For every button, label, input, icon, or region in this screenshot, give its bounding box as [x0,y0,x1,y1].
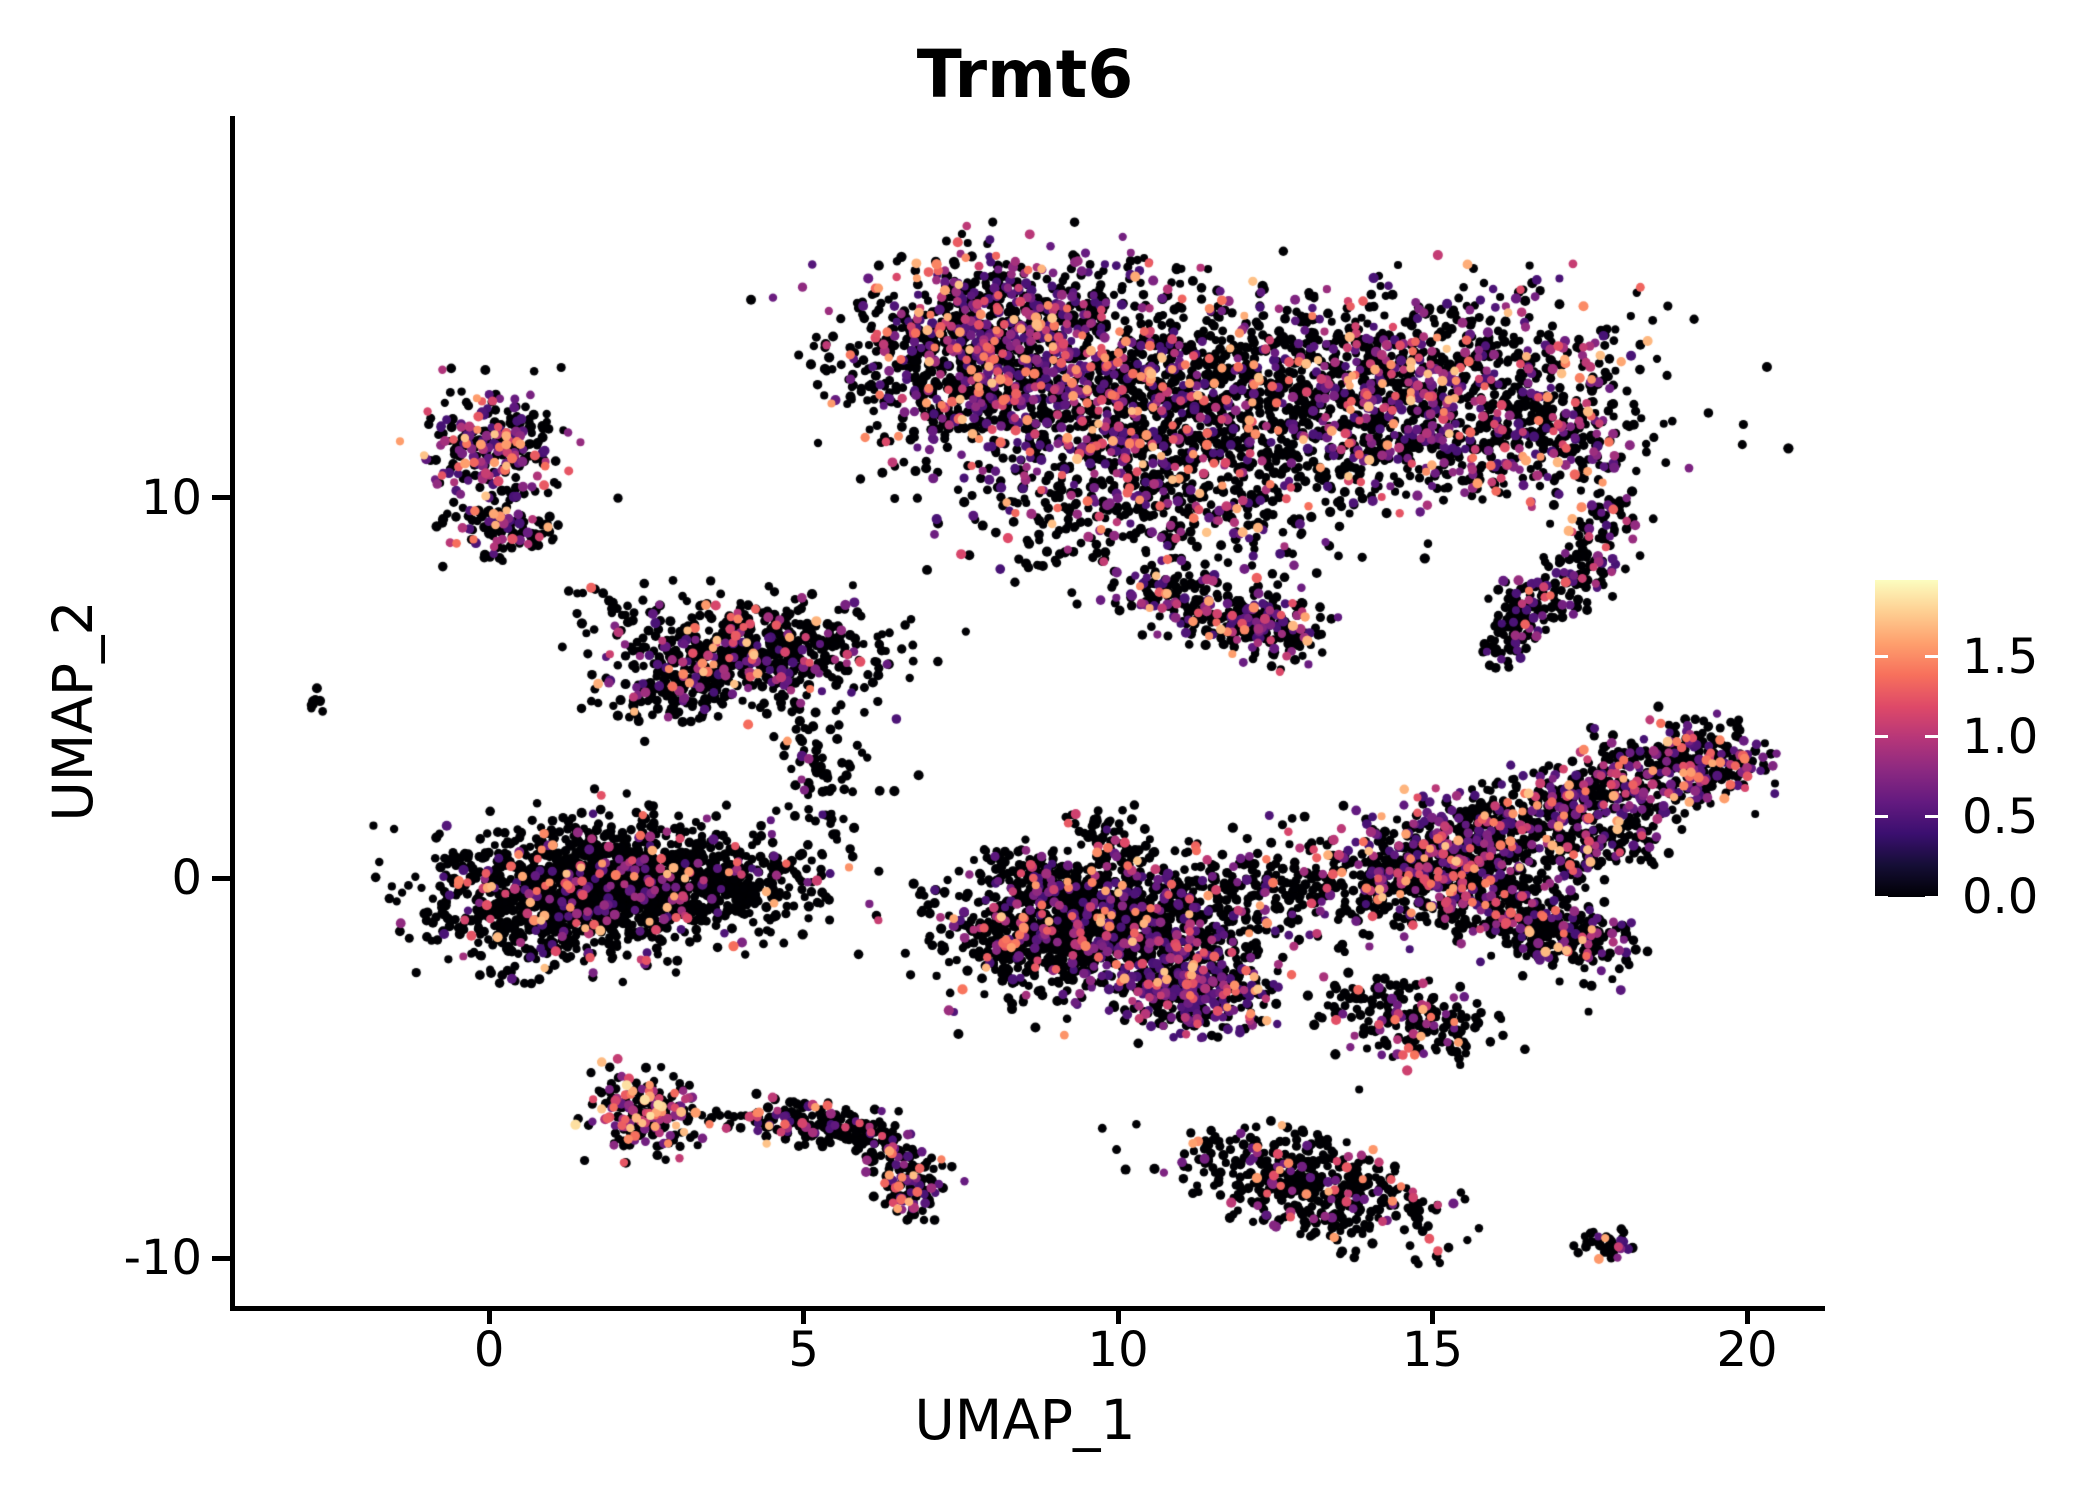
y-tick-mark [212,495,230,501]
colorbar-tick-mark [1875,655,1888,659]
y-tick-label: -10 [123,1230,202,1287]
colorbar-tick-mark [1925,655,1938,659]
y-tick-mark [212,1255,230,1261]
x-tick-mark [486,1306,492,1324]
colorbar-tick-label: 1.5 [1962,628,2039,685]
colorbar-tick-mark [1925,895,1938,899]
x-tick-label: 0 [473,1322,505,1378]
plot-title: Trmt6 [916,36,1134,113]
colorbar-gradient [1875,580,1938,897]
x-tick-mark [801,1306,807,1324]
y-axis-title: UMAP_2 [41,600,105,822]
x-tick-label: 20 [1716,1322,1778,1378]
colorbar-tick-mark [1925,815,1938,819]
colorbar-tick-mark [1925,735,1938,739]
colorbar-tick-mark [1875,735,1888,739]
y-tick-label: 10 [140,469,202,526]
x-tick-label: 10 [1087,1322,1149,1378]
colorbar-tick-mark [1875,815,1888,819]
x-tick-mark [1744,1306,1750,1324]
y-tick-mark [212,875,230,881]
x-axis-title: UMAP_1 [914,1388,1136,1452]
colorbar-tick-mark [1875,895,1888,899]
x-tick-mark [1430,1306,1436,1324]
scatter-canvas [235,116,1825,1306]
plot-area [230,116,1825,1311]
x-tick-label: 5 [788,1322,819,1378]
colorbar-tick-label: 1.0 [1962,708,2039,765]
colorbar-tick-label: 0.5 [1962,788,2039,845]
x-tick-mark [1115,1306,1121,1324]
x-tick-label: 15 [1402,1322,1464,1378]
colorbar-tick-label: 0.0 [1962,869,2039,925]
y-tick-label: 0 [171,850,202,907]
